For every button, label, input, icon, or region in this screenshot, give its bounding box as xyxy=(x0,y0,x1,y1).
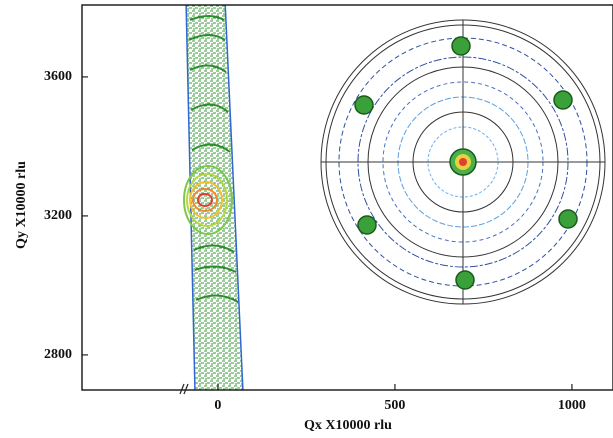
axis-break xyxy=(180,384,188,394)
x-tick-label: 1000 xyxy=(558,398,586,413)
y-tick-label: 2800 xyxy=(44,347,72,362)
y-tick-label: 3200 xyxy=(44,208,72,223)
y-tick-label: 3600 xyxy=(44,69,72,84)
x-tick-label: 500 xyxy=(384,398,405,413)
x-tick-label: 0 xyxy=(214,398,221,413)
plot-area xyxy=(184,0,605,392)
x-axis-label: Qx X10000 rlu xyxy=(304,418,392,433)
y-axis-label: Qy X10000 rlu xyxy=(14,161,29,249)
chart: Qx X10000 rlu Qy X10000 rlu 0 500 1000 2800… xyxy=(0,0,613,438)
